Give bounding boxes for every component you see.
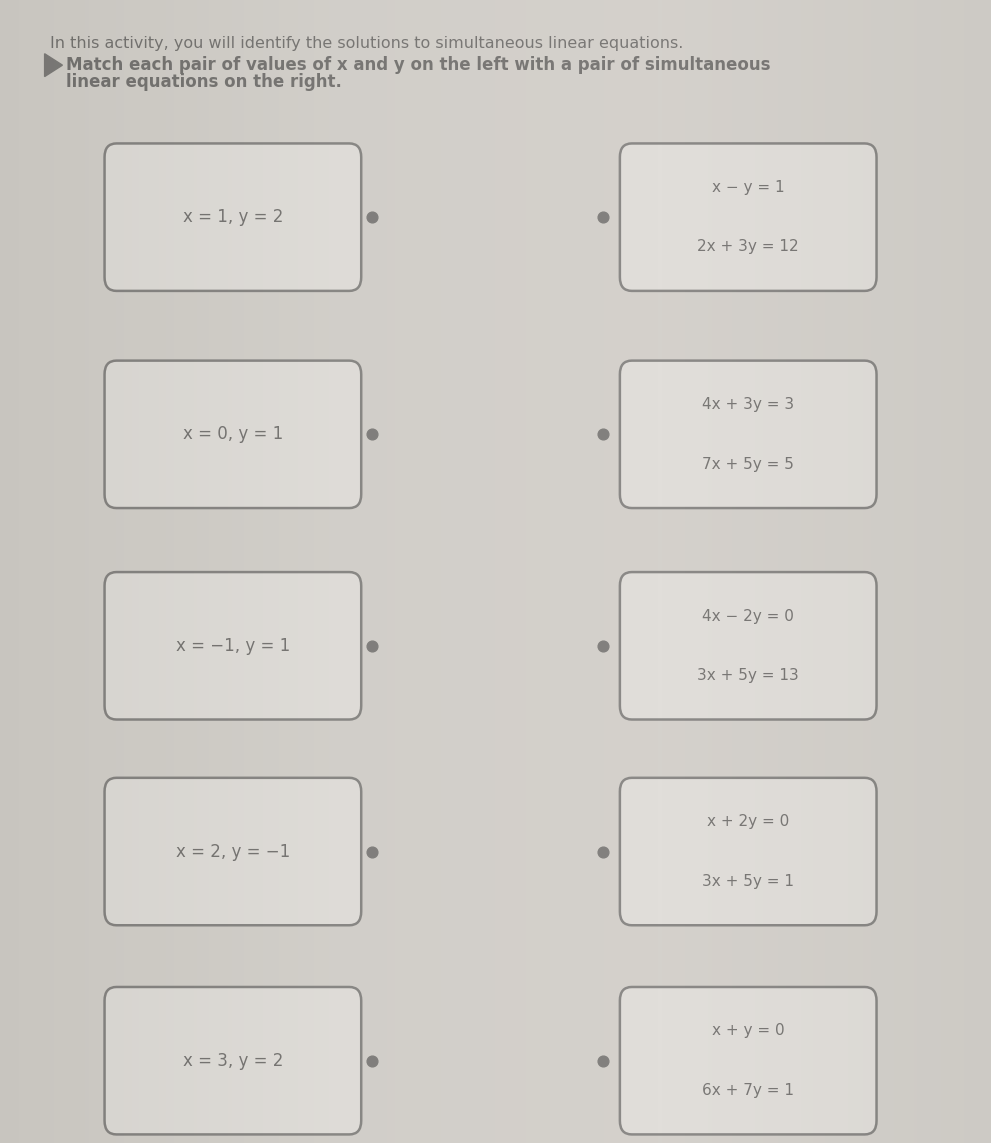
Point (364, 1052, 380, 1070)
Point (364, 425, 380, 443)
Text: x = 3, y = 2: x = 3, y = 2 (182, 1052, 283, 1070)
FancyBboxPatch shape (620, 986, 876, 1134)
Point (595, 425, 610, 443)
FancyBboxPatch shape (105, 361, 361, 507)
Text: 6x + 7y = 1: 6x + 7y = 1 (703, 1082, 794, 1098)
Text: x + y = 0: x + y = 0 (712, 1023, 785, 1039)
Text: 2x + 3y = 12: 2x + 3y = 12 (698, 239, 799, 255)
Text: x + 2y = 0: x + 2y = 0 (708, 814, 789, 830)
Point (595, 208, 610, 226)
FancyBboxPatch shape (105, 777, 361, 926)
FancyBboxPatch shape (620, 777, 876, 926)
Text: 4x − 2y = 0: 4x − 2y = 0 (703, 608, 794, 624)
Text: x − y = 1: x − y = 1 (712, 179, 785, 195)
Text: linear equations on the right.: linear equations on the right. (66, 73, 342, 91)
Text: x = 0, y = 1: x = 0, y = 1 (182, 425, 283, 443)
Text: 7x + 5y = 5: 7x + 5y = 5 (703, 456, 794, 472)
Text: 3x + 5y = 1: 3x + 5y = 1 (703, 873, 794, 889)
FancyBboxPatch shape (620, 572, 876, 720)
Text: 4x + 3y = 3: 4x + 3y = 3 (703, 397, 794, 413)
Point (595, 842, 610, 861)
FancyBboxPatch shape (620, 361, 876, 507)
Text: In this activity, you will identify the solutions to simultaneous linear equatio: In this activity, you will identify the … (50, 35, 683, 51)
FancyBboxPatch shape (105, 572, 361, 720)
Point (595, 637, 610, 655)
Text: x = −1, y = 1: x = −1, y = 1 (175, 637, 290, 655)
Text: x = 1, y = 2: x = 1, y = 2 (182, 208, 283, 226)
Text: x = 2, y = −1: x = 2, y = −1 (175, 842, 290, 861)
FancyBboxPatch shape (105, 986, 361, 1134)
Text: 3x + 5y = 13: 3x + 5y = 13 (698, 668, 799, 684)
Point (364, 842, 380, 861)
FancyBboxPatch shape (620, 143, 876, 290)
Point (364, 208, 380, 226)
Point (364, 637, 380, 655)
Text: Match each pair of values of x and y on the left with a pair of simultaneous: Match each pair of values of x and y on … (66, 56, 771, 74)
FancyBboxPatch shape (105, 143, 361, 290)
Point (595, 1052, 610, 1070)
Polygon shape (45, 54, 62, 77)
